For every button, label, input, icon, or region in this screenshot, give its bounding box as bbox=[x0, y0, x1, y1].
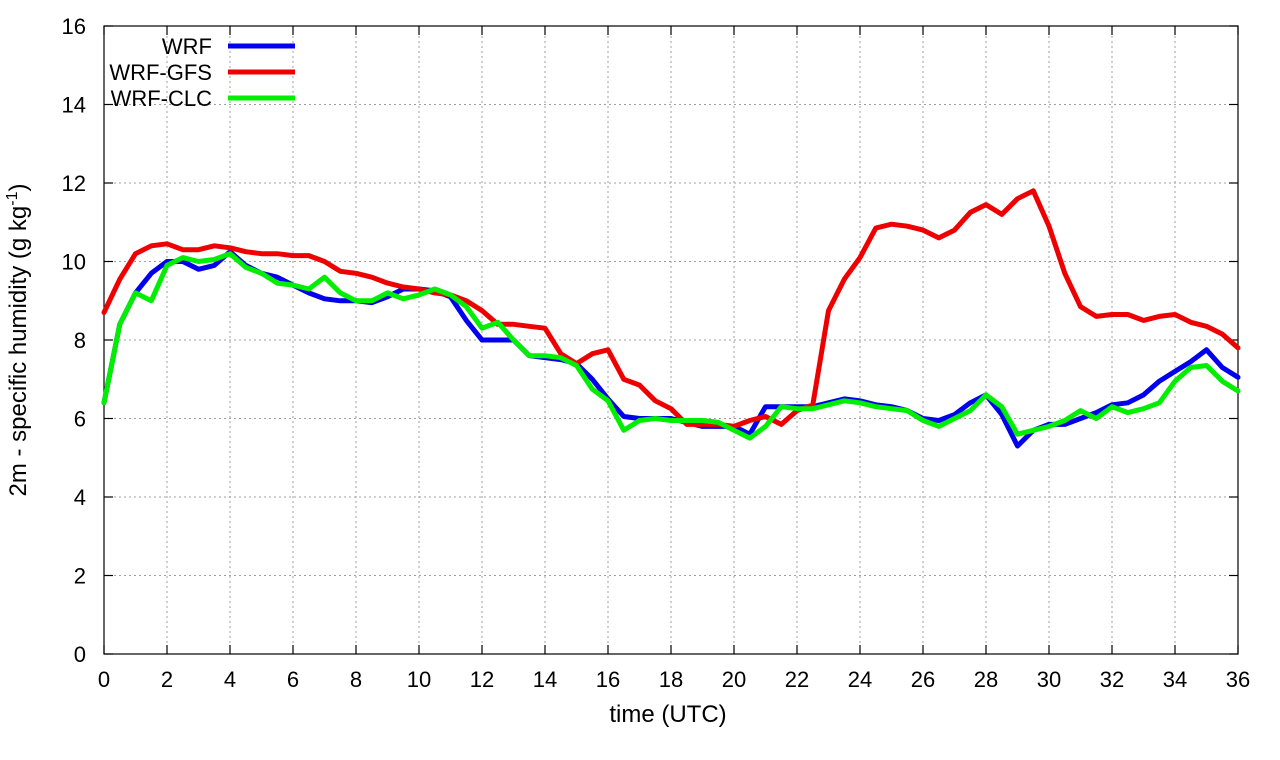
x-tick-label: 34 bbox=[1163, 667, 1187, 692]
y-axis-label-superscript: -1 bbox=[4, 191, 21, 205]
x-tick-label: 0 bbox=[98, 667, 110, 692]
x-tick-label: 8 bbox=[350, 667, 362, 692]
y-tick-label: 4 bbox=[74, 485, 86, 510]
y-tick-label: 2 bbox=[74, 564, 86, 589]
legend-label-wrf: WRF bbox=[162, 34, 212, 59]
x-tick-label: 32 bbox=[1100, 667, 1124, 692]
y-tick-label: 14 bbox=[62, 93, 86, 118]
series-line-wrf-gfs bbox=[101, 188, 1241, 429]
x-tick-label: 20 bbox=[722, 667, 746, 692]
x-tick-label: 4 bbox=[224, 667, 236, 692]
x-tick-label: 36 bbox=[1226, 667, 1250, 692]
x-tick-label: 28 bbox=[974, 667, 998, 692]
x-tick-label: 24 bbox=[848, 667, 872, 692]
x-tick-label: 14 bbox=[533, 667, 557, 692]
x-tick-label: 10 bbox=[407, 667, 431, 692]
x-tick-label: 30 bbox=[1037, 667, 1061, 692]
y-tick-label: 12 bbox=[62, 171, 86, 196]
grid-layer bbox=[104, 26, 1238, 654]
y-tick-label: 0 bbox=[74, 642, 86, 667]
x-tick-label: 16 bbox=[596, 667, 620, 692]
x-tick-label: 22 bbox=[785, 667, 809, 692]
y-tick-label: 16 bbox=[62, 14, 86, 39]
x-tick-label: 18 bbox=[659, 667, 683, 692]
x-tick-label: 6 bbox=[287, 667, 299, 692]
y-tick-label: 6 bbox=[74, 407, 86, 432]
series-layer bbox=[101, 188, 1241, 449]
y-axis-label: 2m - specific humidity (g kg-1) bbox=[4, 184, 32, 497]
legend-label-wrf-gfs: WRF-GFS bbox=[109, 60, 212, 85]
tick-layer: 0 2 4 6 8 10 12 14 16 18 20 22 24 26 28 30 32 34 360246810… bbox=[62, 14, 1251, 692]
series-line-wrf-clc bbox=[101, 251, 1241, 441]
x-tick-label: 2 bbox=[161, 667, 173, 692]
x-axis-label: time (UTC) bbox=[609, 701, 726, 728]
x-tick-label: 12 bbox=[470, 667, 494, 692]
y-axis-label-main: 2m - specific humidity (g kg bbox=[5, 206, 32, 497]
legend-label-wrf-clc: WRF-CLC bbox=[111, 86, 213, 111]
y-tick-label: 8 bbox=[74, 328, 86, 353]
x-tick-label: 26 bbox=[911, 667, 935, 692]
y-axis-label-close: ) bbox=[5, 184, 32, 192]
y-tick-label: 10 bbox=[62, 250, 86, 275]
